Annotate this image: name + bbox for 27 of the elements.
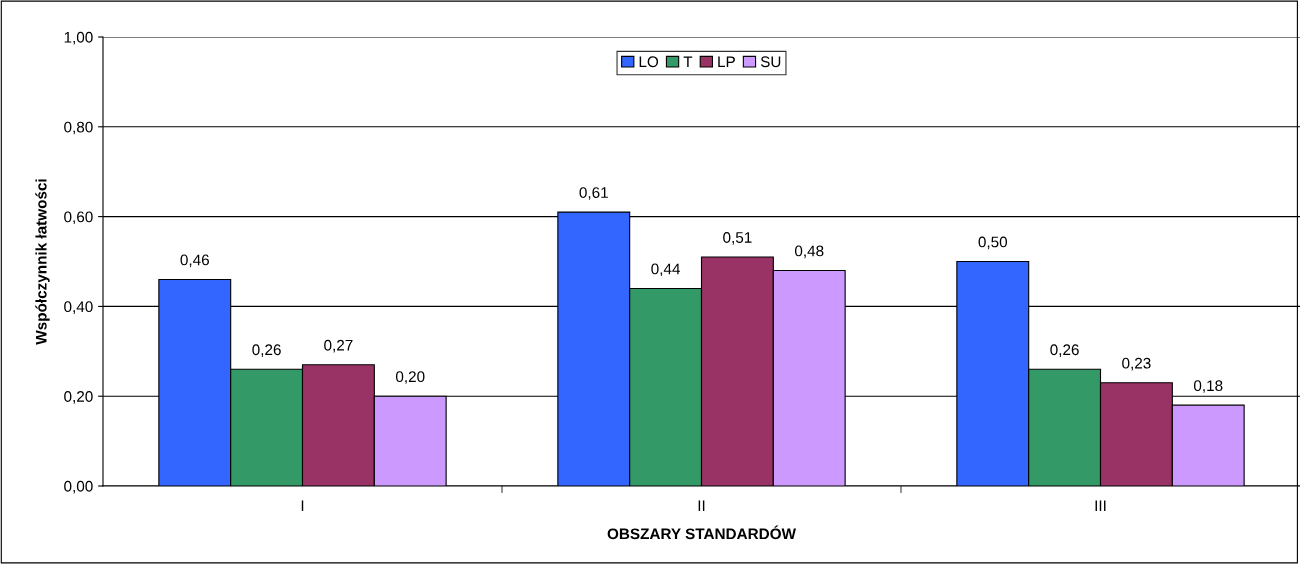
- x-tick-label: II: [698, 500, 705, 511]
- y-axis-title: Współczynnik łatwości: [35, 179, 50, 345]
- y-tick-label: 1,00: [64, 31, 93, 45]
- y-tick-label: 0,20: [64, 391, 93, 404]
- data-label: 0,27: [324, 339, 353, 353]
- data-label: 0,46: [180, 254, 209, 268]
- legend-label: LP: [718, 56, 735, 68]
- legend-label: LO: [639, 56, 659, 68]
- data-label: 0,61: [579, 187, 608, 200]
- y-tick-label: 0,00: [64, 480, 93, 494]
- x-tick-label: III: [1095, 500, 1106, 511]
- y-tick-label: 0,60: [64, 211, 93, 225]
- y-tick-label: 0,40: [64, 301, 93, 314]
- y-tick-label: 0,80: [64, 121, 93, 135]
- legend-label: SU: [760, 56, 781, 68]
- data-label: 0,20: [395, 371, 425, 384]
- data-label: 0,26: [1050, 344, 1079, 357]
- data-label: 0,51: [723, 232, 752, 245]
- data-label: 0,26: [252, 344, 281, 357]
- data-label: 0,48: [794, 245, 824, 259]
- data-label: 0,18: [1193, 380, 1223, 393]
- data-label: 0,50: [978, 236, 1008, 250]
- data-label: 0,23: [1122, 357, 1151, 371]
- x-axis-title: OBSZARY STANDARDÓW: [607, 525, 796, 540]
- data-label: 0,44: [651, 263, 681, 277]
- x-tick-label: I: [301, 500, 304, 511]
- legend-label: T: [683, 56, 693, 68]
